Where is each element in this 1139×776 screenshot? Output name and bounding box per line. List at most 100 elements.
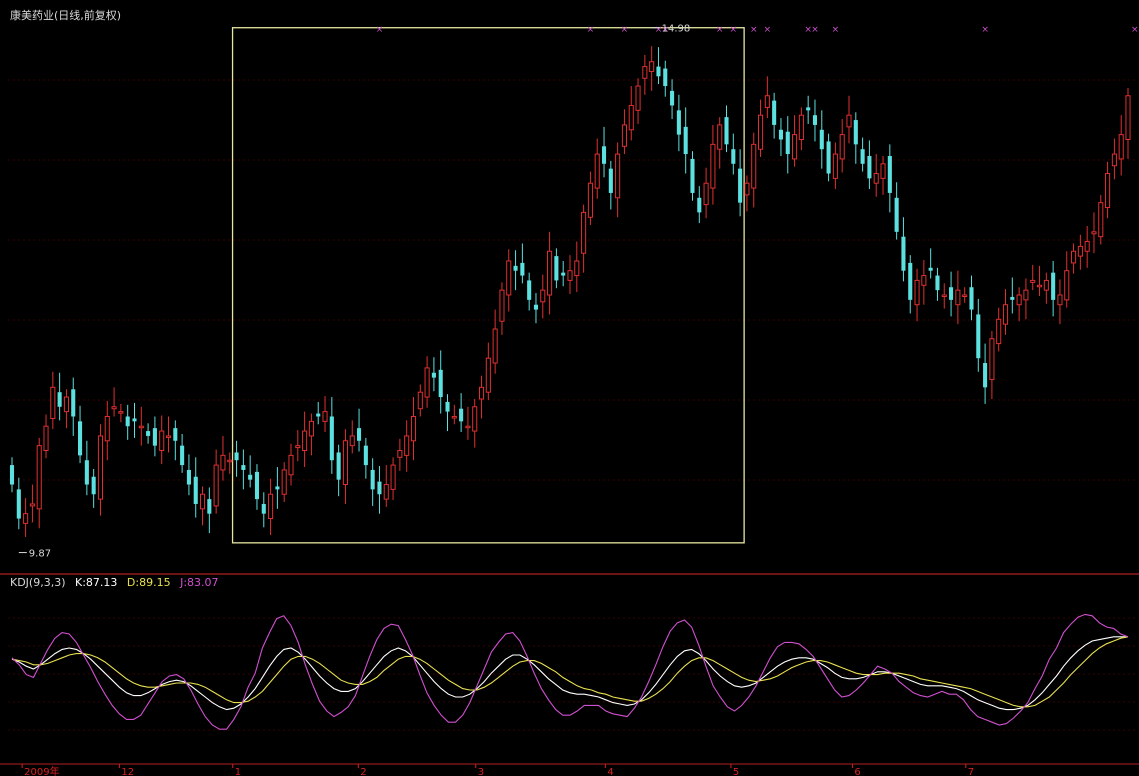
candle	[1043, 272, 1049, 304]
candle-body-down	[983, 363, 988, 388]
candle-body-down	[57, 392, 62, 407]
candle	[561, 260, 566, 287]
candle	[261, 492, 266, 528]
candle	[860, 137, 865, 172]
candle-body-down	[459, 408, 464, 422]
candle	[989, 330, 995, 399]
candle-body-down	[193, 476, 198, 504]
candle-body-up	[308, 420, 314, 437]
candle	[621, 109, 627, 155]
candle-body-down	[91, 476, 96, 495]
candle-body-up	[547, 250, 553, 296]
candle	[57, 372, 62, 421]
candle	[594, 138, 600, 199]
candle-body-down	[601, 146, 607, 164]
candle-body-down	[894, 197, 899, 232]
candle	[683, 107, 688, 174]
candle	[397, 438, 403, 471]
candle	[465, 406, 471, 440]
candle-body-up	[1036, 284, 1043, 288]
candle-body-up	[213, 464, 219, 507]
candle	[336, 444, 341, 497]
candle	[962, 287, 968, 303]
candle	[554, 248, 559, 289]
kdj-line-k	[11, 636, 1128, 711]
candle-body-down	[370, 469, 375, 490]
candle	[499, 282, 505, 335]
signal-marker: ×	[750, 25, 758, 35]
candle-body-up	[199, 493, 206, 510]
candle	[785, 116, 790, 174]
candle-body-up	[43, 425, 49, 452]
x-tick-label: 3	[478, 767, 484, 776]
kdj-line-j	[11, 613, 1129, 730]
candle	[921, 260, 927, 305]
candle-body-up	[642, 66, 648, 79]
candle	[342, 429, 348, 504]
candle-body-up	[397, 450, 403, 458]
candle	[308, 413, 314, 456]
candle	[404, 420, 410, 472]
candle	[199, 486, 206, 526]
candle	[853, 112, 858, 164]
candle-body-down	[152, 428, 157, 446]
candle	[445, 394, 450, 432]
candle	[1051, 260, 1056, 317]
candle	[513, 250, 518, 291]
candle	[104, 400, 110, 461]
candle-body-up	[465, 425, 471, 429]
candle-body-up	[710, 143, 716, 189]
candle-body-up	[1091, 231, 1097, 235]
x-tick-label: 1	[235, 767, 241, 776]
candle	[84, 440, 89, 496]
candle	[193, 457, 198, 518]
candle-body-up	[50, 386, 56, 419]
candle-body-up	[955, 289, 961, 306]
candle-body-up	[1030, 279, 1036, 283]
candle-body-up	[220, 454, 226, 471]
candle	[472, 398, 478, 448]
candle-body-down	[16, 489, 21, 519]
candle	[1098, 194, 1104, 245]
candle	[1077, 234, 1083, 270]
candle	[23, 498, 29, 538]
candle	[867, 140, 872, 190]
candle-body-up	[649, 61, 655, 72]
candle	[1071, 243, 1077, 274]
candle-body-up	[451, 415, 457, 419]
signal-marker: ×	[661, 25, 669, 35]
candle-body-up	[587, 182, 593, 218]
candle-body-up	[921, 275, 927, 286]
candle	[1057, 279, 1063, 325]
candle-body-up	[757, 114, 764, 150]
candle	[1084, 225, 1090, 268]
candle-body-up	[492, 328, 498, 364]
candle-body-up	[581, 211, 587, 254]
candle	[832, 142, 838, 190]
candle	[173, 420, 178, 461]
kdj-d-value: D:89.15	[126, 576, 171, 589]
candle	[1064, 251, 1070, 308]
candle	[949, 271, 954, 317]
candle-body-up	[506, 260, 512, 296]
kdj-k-value: K:87.13	[75, 576, 118, 589]
candle-body-up	[594, 153, 600, 189]
candle-body-down	[78, 421, 83, 456]
candle-body-down	[363, 445, 368, 466]
candle	[887, 144, 892, 213]
candle-body-up	[1043, 279, 1049, 291]
candle-body-down	[173, 428, 178, 441]
candle-body-up	[1077, 245, 1083, 257]
candle-body-down	[1010, 296, 1015, 300]
candle-body-up	[880, 163, 886, 179]
candle-body-up	[1125, 95, 1131, 140]
candle	[220, 435, 226, 481]
kdj-legend: KDJ(9,3,3) K:87.13 D:89.15 J:83.07	[10, 577, 225, 589]
candle	[125, 404, 130, 440]
candlestick-series	[9, 46, 1131, 538]
candle-body-down	[853, 120, 858, 145]
candle-body-down	[431, 372, 436, 378]
candle	[180, 433, 185, 473]
candle-body-down	[608, 168, 613, 193]
candle-body-up	[295, 445, 301, 449]
